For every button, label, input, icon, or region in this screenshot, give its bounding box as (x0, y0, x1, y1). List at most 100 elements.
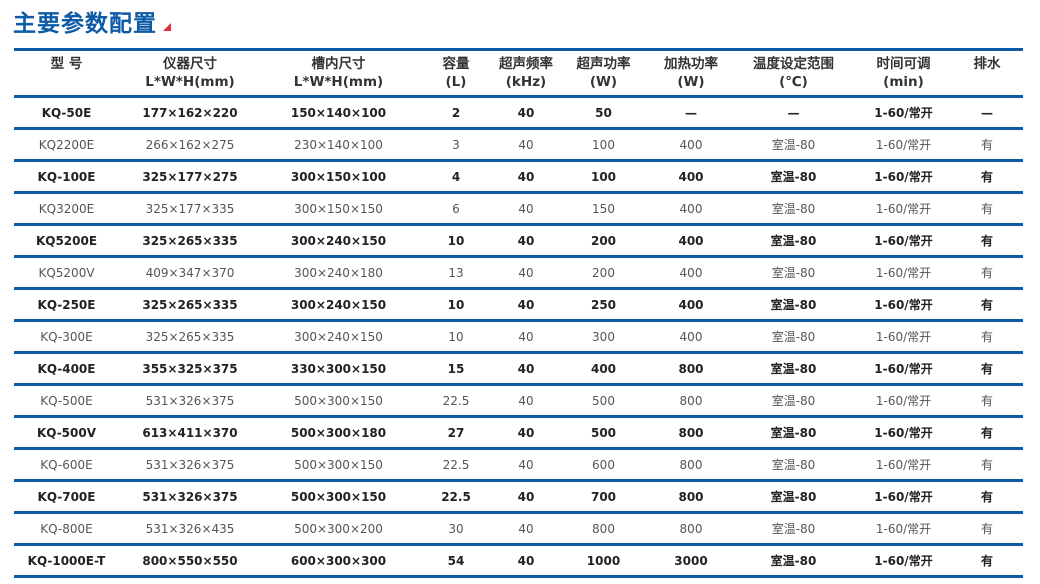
table-row: KQ-1000E-T 800×550×550 600×300×300 54 40 1000… (14, 544, 1023, 578)
column-header: 排水 (951, 48, 1023, 98)
table-cell: 800 (651, 384, 731, 418)
table-cell: 22.5 (416, 480, 496, 514)
table-cell: 40 (496, 544, 556, 578)
header-line: 仪器尺寸 (163, 56, 217, 72)
table-cell: 400 (651, 256, 731, 290)
table-cell: 40 (496, 512, 556, 546)
table-row: KQ3200E 325×177×335 300×150×150 6 40 150 400 室温… (14, 192, 1023, 226)
table-cell: KQ3200E (14, 192, 119, 226)
table-cell: 1-60/常开 (856, 512, 951, 546)
table-cell: 409×347×370 (119, 256, 261, 290)
header-line: (L) (445, 74, 467, 90)
table-cell: 室温-80 (731, 480, 856, 514)
table-cell: 1000 (556, 544, 651, 578)
header-row: 型 号 仪器尺寸 L*W*H(mm) 槽内尺寸 L*W*H(mm) 容量 (L) 超声频率 (k… (14, 48, 1023, 98)
table-cell: 800 (651, 480, 731, 514)
table-cell: 600 (556, 448, 651, 482)
table-cell: 30 (416, 512, 496, 546)
table-cell: — (951, 96, 1023, 130)
table-cell: 6 (416, 192, 496, 226)
table-cell: 500 (556, 416, 651, 450)
column-header: 超声频率 (kHz) (496, 48, 556, 98)
table-cell: KQ-600E (14, 448, 119, 482)
table-cell: 800 (651, 448, 731, 482)
column-header: 槽内尺寸 L*W*H(mm) (261, 48, 416, 98)
table-cell: 3 (416, 128, 496, 162)
table-cell: KQ-100E (14, 160, 119, 194)
table-cell: KQ5200V (14, 256, 119, 290)
table-cell: KQ-400E (14, 352, 119, 386)
table-cell: 500×300×200 (261, 512, 416, 546)
table-cell: 300×150×100 (261, 160, 416, 194)
table-row: KQ-700E 531×326×375 500×300×150 22.5 40 700 80… (14, 480, 1023, 514)
column-header: 加热功率 (W) (651, 48, 731, 98)
header-line: 容量 (442, 56, 470, 72)
table-cell: 300×150×150 (261, 192, 416, 226)
table-cell: 40 (496, 448, 556, 482)
column-header: 温度设定范围 (℃) (731, 48, 856, 98)
table-cell: 室温-80 (731, 288, 856, 322)
table-cell: 40 (496, 160, 556, 194)
table-cell: 40 (496, 320, 556, 354)
table-cell: 1-60/常开 (856, 224, 951, 258)
table-cell: 400 (651, 288, 731, 322)
table-cell: 250 (556, 288, 651, 322)
table-cell: 40 (496, 416, 556, 450)
table-cell: 400 (651, 128, 731, 162)
page-title: 主要参数配置 (13, 4, 171, 38)
table-cell: 室温-80 (731, 416, 856, 450)
table-cell: 40 (496, 352, 556, 386)
table-cell: 室温-80 (731, 512, 856, 546)
table-cell: 230×140×100 (261, 128, 416, 162)
table-cell: KQ-800E (14, 512, 119, 546)
header-line: 时间可调 (876, 56, 931, 72)
table-cell: 40 (496, 224, 556, 258)
table-cell: 40 (496, 128, 556, 162)
table-cell: 800 (651, 416, 731, 450)
table-row: KQ-600E 531×326×375 500×300×150 22.5 40 600 80… (14, 448, 1023, 482)
table-row: KQ-800E 531×326×435 500×300×200 30 40 800 800 室… (14, 512, 1023, 546)
table-cell: 400 (651, 160, 731, 194)
table-cell: 355×325×375 (119, 352, 261, 386)
header-line: 型 号 (50, 56, 83, 72)
header-line: (kHz) (505, 74, 547, 90)
table-row: KQ-100E 325×177×275 300×150×100 4 40 100 400 室温… (14, 160, 1023, 194)
table-cell: 10 (416, 224, 496, 258)
table-cell: 有 (951, 320, 1023, 354)
table-cell: 500×300×150 (261, 448, 416, 482)
table-cell: 有 (951, 192, 1023, 226)
table-cell: 613×411×370 (119, 416, 261, 450)
table-cell: 40 (496, 288, 556, 322)
table-cell: 177×162×220 (119, 96, 261, 130)
table-cell: 40 (496, 480, 556, 514)
table-cell: 325×265×335 (119, 320, 261, 354)
table-cell: 200 (556, 224, 651, 258)
table-cell: 有 (951, 480, 1023, 514)
table-cell: 150 (556, 192, 651, 226)
table-cell: 300×240×150 (261, 224, 416, 258)
table-cell: KQ-1000E-T (14, 544, 119, 578)
table-row: KQ-300E 325×265×335 300×240×150 10 40 300 400 室… (14, 320, 1023, 354)
header-line: 超声频率 (499, 56, 553, 72)
table-cell: 有 (951, 448, 1023, 482)
column-header: 型 号 (14, 48, 119, 98)
table-cell: 325×177×335 (119, 192, 261, 226)
table-row: KQ-250E 325×265×335 300×240×150 10 40 250 400 室… (14, 288, 1023, 322)
table-cell: 1-60/常开 (856, 384, 951, 418)
table-cell: 500×300×180 (261, 416, 416, 450)
table-cell: 有 (951, 288, 1023, 322)
table-cell: 10 (416, 320, 496, 354)
table-cell: 有 (951, 160, 1023, 194)
table-cell: 1-60/常开 (856, 320, 951, 354)
table-row: KQ-50E 177×162×220 150×140×100 2 40 50— —1-60/… (14, 96, 1023, 130)
table-cell: 1-60/常开 (856, 416, 951, 450)
table-cell: 500×300×150 (261, 480, 416, 514)
table-cell: 室温-80 (731, 448, 856, 482)
table-cell: 1-60/常开 (856, 96, 951, 130)
table-cell: 300 (556, 320, 651, 354)
column-header: 超声功率 (W) (556, 48, 651, 98)
table-cell: 1-60/常开 (856, 480, 951, 514)
table-cell: — (651, 96, 731, 130)
table-cell: 有 (951, 416, 1023, 450)
table-cell: 1-60/常开 (856, 192, 951, 226)
